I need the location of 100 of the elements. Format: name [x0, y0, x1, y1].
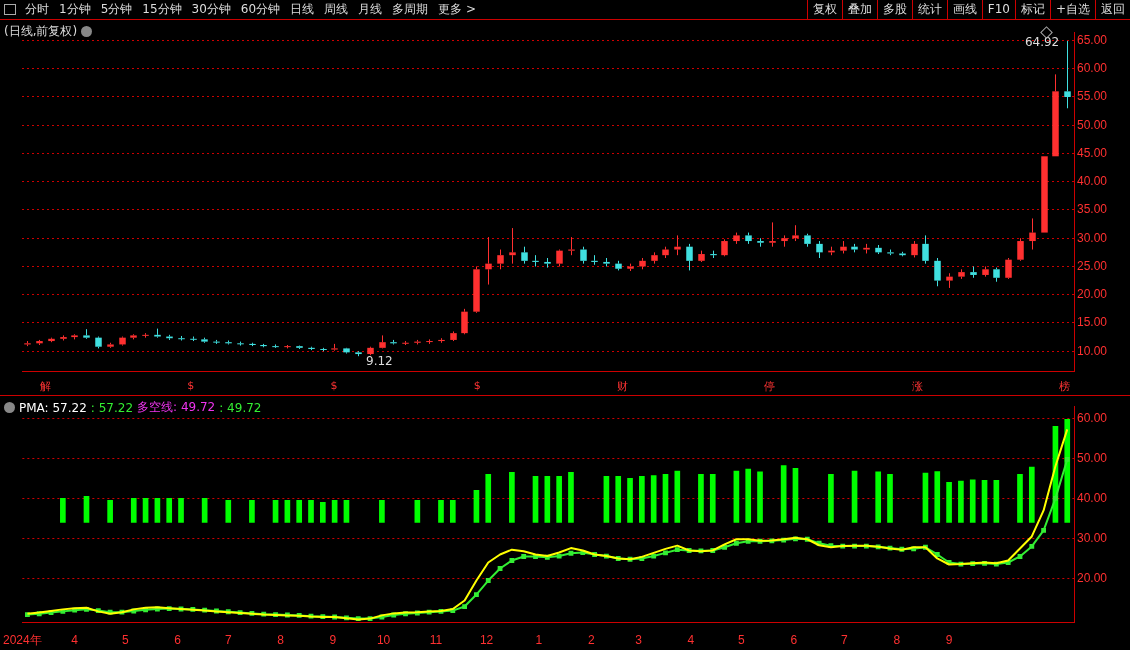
bar [272, 500, 279, 523]
x-tick-label: 6 [174, 633, 182, 648]
y-tick-label: 60.00 [1077, 410, 1108, 425]
candlestick [1064, 40, 1071, 109]
candlestick [48, 338, 55, 342]
x-tick-label: 3 [635, 633, 643, 648]
bar [887, 474, 893, 523]
bar [107, 500, 113, 523]
text: 5分钟 [99, 1, 134, 18]
bar [449, 500, 456, 523]
candlestick [769, 221, 776, 248]
x-tick-label: 7 [224, 633, 232, 648]
text: 更多 > [437, 1, 477, 18]
bar [509, 471, 515, 523]
y-tick-label: 45.00 [1077, 145, 1108, 160]
x-tick-label: 1 [535, 633, 543, 648]
bar [556, 476, 562, 523]
candlestick [36, 341, 43, 346]
text: 榜 [1058, 379, 1070, 394]
bar [1064, 419, 1071, 523]
bar [130, 498, 137, 523]
text: 1分钟 [58, 1, 92, 18]
bar [178, 498, 184, 523]
bar [568, 471, 574, 523]
text: $ [330, 379, 338, 394]
y-tick-label: 40.00 [1077, 490, 1108, 505]
candlestick [662, 246, 669, 259]
candlestick [544, 257, 551, 269]
candlestick [591, 254, 598, 266]
candlestick [710, 250, 717, 259]
x-tick-label: 4 [687, 633, 695, 648]
chart-title: (日线,前复权) [4, 23, 78, 40]
candlestick [580, 246, 587, 265]
candlestick [970, 265, 977, 279]
candlestick [119, 337, 126, 345]
y-tick-label: 20.00 [1077, 287, 1108, 302]
y-tick-label: 65.00 [1077, 32, 1108, 47]
candlestick [958, 268, 965, 280]
x-tick-label: 9 [329, 633, 337, 648]
text: 15分钟 [141, 1, 183, 18]
text: 财 [617, 379, 629, 394]
x-tick-label: 6 [790, 633, 798, 648]
annotation: 64.92 [1024, 35, 1060, 50]
candlestick [875, 244, 882, 255]
bar [308, 500, 314, 523]
candlestick [721, 238, 728, 256]
text: 多周期 [391, 1, 430, 18]
bar [296, 500, 303, 523]
candlestick [982, 265, 989, 278]
x-tick-label: 2024年 [3, 633, 42, 648]
candlestick [225, 339, 232, 344]
y-tick-label: 10.00 [1077, 343, 1108, 358]
bar [379, 500, 385, 523]
bar [331, 500, 338, 523]
text: 30分钟 [190, 1, 232, 18]
bar [249, 500, 255, 523]
candlestick [473, 265, 480, 312]
candlestick [24, 340, 31, 347]
x-tick-label: 4 [71, 633, 79, 648]
candlestick [355, 352, 362, 357]
candlestick [757, 237, 764, 248]
y-tick-label: 55.00 [1077, 89, 1108, 104]
candlestick [1005, 257, 1012, 278]
candlestick [686, 243, 693, 271]
bar [828, 474, 834, 523]
candlestick [639, 257, 646, 270]
bar [438, 500, 444, 523]
candlestick [485, 236, 492, 286]
text: 统计 [911, 0, 947, 19]
bar [284, 500, 291, 523]
y-tick-label: 50.00 [1077, 117, 1108, 132]
bar [757, 471, 763, 523]
bar [745, 468, 752, 523]
annotation: PMA: 57.22 [19, 400, 87, 415]
bar [225, 500, 232, 523]
text: 60分钟 [239, 1, 282, 18]
y-tick-label: 15.00 [1077, 315, 1108, 330]
candlestick [816, 240, 823, 259]
bar [60, 498, 66, 523]
candlestick [272, 343, 279, 348]
bar [934, 471, 941, 523]
candlestick [450, 330, 457, 340]
text: 标记 [1014, 0, 1050, 19]
x-tick-label: 8 [893, 633, 901, 648]
y-tick-label: 40.00 [1077, 174, 1108, 189]
candlestick [509, 227, 516, 265]
text: $ [473, 379, 481, 394]
text: 画线 [946, 0, 982, 19]
x-tick-label: 10 [376, 633, 391, 648]
candlestick [249, 343, 256, 346]
annotation: 多空线: 49.72 [137, 399, 216, 416]
text: F10 [981, 0, 1015, 19]
text: 复权 [806, 0, 842, 19]
text: 返回 [1095, 0, 1130, 19]
annotation: 9.12 [366, 354, 393, 369]
bar [1028, 466, 1035, 523]
bar [615, 476, 622, 523]
bar [414, 500, 421, 523]
x-tick-label: 7 [841, 633, 849, 648]
text: 日线 [289, 1, 316, 18]
